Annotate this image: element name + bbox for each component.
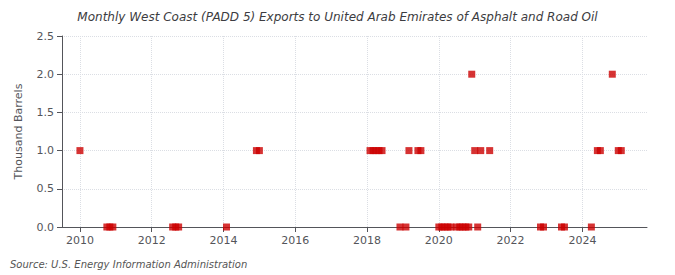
svg-text:0.0: 0.0 xyxy=(37,221,55,234)
svg-text:2022: 2022 xyxy=(497,234,525,247)
svg-text:2014: 2014 xyxy=(210,234,238,247)
svg-text:2012: 2012 xyxy=(138,234,166,247)
svg-text:2024: 2024 xyxy=(568,234,596,247)
svg-text:2018: 2018 xyxy=(353,234,381,247)
svg-text:2016: 2016 xyxy=(281,234,309,247)
svg-text:1.5: 1.5 xyxy=(37,106,55,119)
svg-text:Source: U.S. Energy Informatio: Source: U.S. Energy Information Administ… xyxy=(10,259,247,270)
svg-text:2.5: 2.5 xyxy=(37,30,55,43)
svg-text:2020: 2020 xyxy=(425,234,453,247)
svg-text:2010: 2010 xyxy=(66,234,94,247)
svg-text:Thousand Barrels: Thousand Barrels xyxy=(12,83,25,180)
svg-text:0.5: 0.5 xyxy=(37,182,55,195)
svg-text:Monthly West Coast (PADD 5) Ex: Monthly West Coast (PADD 5) Exports to U… xyxy=(77,10,598,24)
svg-text:2.0: 2.0 xyxy=(37,68,55,81)
svg-text:1.0: 1.0 xyxy=(37,144,55,157)
